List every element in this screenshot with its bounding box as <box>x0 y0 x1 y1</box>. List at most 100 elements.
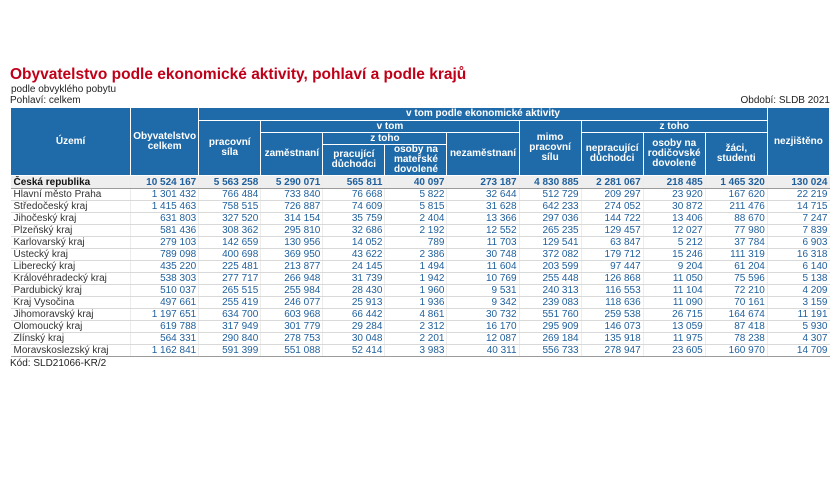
value-cell: 278 947 <box>580 344 644 357</box>
value-cell: 209 297 <box>580 188 644 201</box>
territory-cell: Kraj Vysočina <box>10 296 131 309</box>
gender-label: Pohlaví: celkem <box>10 95 81 106</box>
value-cell: 146 073 <box>580 320 644 333</box>
value-cell: 619 788 <box>130 320 199 333</box>
value-cell: 9 204 <box>642 260 706 273</box>
value-cell: 75 596 <box>704 272 768 285</box>
table-row: Kraj Vysočina 497 661 255 419 246 077 25 913… <box>10 296 830 309</box>
header-population: Obyvatelstvo celkem <box>130 107 200 176</box>
data-table: Území Obyvatelstvo celkem v tom podle ek… <box>9 107 831 357</box>
value-cell: 88 670 <box>704 212 768 225</box>
value-cell: 246 077 <box>260 296 323 309</box>
territory-cell: Karlovarský kraj <box>10 236 131 249</box>
value-cell: 277 717 <box>198 272 261 285</box>
value-cell: 6 903 <box>766 236 830 249</box>
value-cell: 142 659 <box>198 236 261 249</box>
value-cell: 26 715 <box>642 308 706 321</box>
value-cell: 5 930 <box>766 320 830 333</box>
value-cell: 551 760 <box>518 308 582 321</box>
territory-cell: Olomoucký kraj <box>10 320 131 333</box>
value-cell: 273 187 <box>446 175 520 189</box>
value-cell: 16 170 <box>446 320 520 333</box>
value-cell: 259 538 <box>580 308 644 321</box>
table-row: Liberecký kraj 435 220 225 481 213 877 24 14… <box>10 260 830 273</box>
value-cell: 4 830 885 <box>518 175 582 189</box>
value-cell: 581 436 <box>130 224 199 237</box>
value-cell: 7 839 <box>766 224 830 237</box>
value-cell: 77 980 <box>704 224 768 237</box>
value-cell: 97 447 <box>580 260 644 273</box>
value-cell: 218 485 <box>642 175 706 189</box>
value-cell: 213 877 <box>260 260 323 273</box>
value-cell: 129 541 <box>518 236 582 249</box>
value-cell: 290 840 <box>198 332 261 345</box>
value-cell: 5 212 <box>642 236 706 249</box>
report: Obyvatelstvo podle ekonomické aktivity, … <box>9 66 831 370</box>
value-cell: 135 918 <box>580 332 644 345</box>
table-row: Pardubický kraj 510 037 265 515 255 984 28 4… <box>10 284 830 297</box>
value-cell: 295 909 <box>518 320 582 333</box>
value-cell: 70 161 <box>704 296 768 309</box>
value-cell: 30 048 <box>322 332 385 345</box>
value-cell: 2 201 <box>384 332 447 345</box>
value-cell: 11 050 <box>642 272 706 285</box>
value-cell: 239 083 <box>518 296 582 309</box>
territory-cell: Středočeský kraj <box>10 200 131 213</box>
value-cell: 61 204 <box>704 260 768 273</box>
territory-cell: Hlavní město Praha <box>10 188 131 201</box>
table-row: Královéhradecký kraj 538 303 277 717 266 94… <box>10 272 830 285</box>
value-cell: 225 481 <box>198 260 261 273</box>
value-cell: 164 674 <box>704 308 768 321</box>
value-cell: 591 399 <box>198 344 261 357</box>
value-cell: 551 088 <box>260 344 323 357</box>
table-row: Středočeský kraj 1 415 463 758 515 726 887 7… <box>10 200 830 213</box>
value-cell: 317 949 <box>198 320 261 333</box>
header-z-toho-outside: z toho <box>580 120 768 133</box>
territory-cell: Česká republika <box>10 175 131 189</box>
value-cell: 37 784 <box>704 236 768 249</box>
value-cell: 179 712 <box>580 248 644 261</box>
value-cell: 266 948 <box>260 272 323 285</box>
subtitle: podle obvyklého pobytu <box>11 84 117 95</box>
value-cell: 23 920 <box>642 188 706 201</box>
header-outside: mimo pracovní sílu <box>518 120 582 176</box>
value-cell: 9 342 <box>446 296 520 309</box>
value-cell: 400 698 <box>198 248 261 261</box>
value-cell: 30 732 <box>446 308 520 321</box>
table-row: Jihočeský kraj 631 803 327 520 314 154 35 75… <box>10 212 830 225</box>
value-cell: 32 686 <box>322 224 385 237</box>
value-cell: 167 620 <box>704 188 768 201</box>
table-body: Česká republika 10 524 167 5 563 258 5 290 … <box>10 175 830 357</box>
period-label: Období: SLDB 2021 <box>740 95 830 106</box>
value-cell: 255 984 <box>260 284 323 297</box>
value-cell: 565 811 <box>322 175 385 189</box>
value-cell: 25 913 <box>322 296 385 309</box>
value-cell: 1 301 432 <box>130 188 199 201</box>
value-cell: 255 448 <box>518 272 582 285</box>
value-cell: 726 887 <box>260 200 323 213</box>
table-row: Moravskoslezský kraj 1 162 841 591 399 551 … <box>10 344 830 357</box>
value-cell: 16 318 <box>766 248 830 261</box>
value-cell: 1 494 <box>384 260 447 273</box>
value-cell: 1 936 <box>384 296 447 309</box>
header-labor-force: pracovní síla <box>198 120 262 176</box>
value-cell: 3 983 <box>384 344 447 357</box>
value-cell: 766 484 <box>198 188 261 201</box>
value-cell: 66 442 <box>322 308 385 321</box>
value-cell: 240 313 <box>518 284 582 297</box>
header-employed: zaměstnaní <box>260 132 324 176</box>
value-cell: 5 822 <box>384 188 447 201</box>
value-cell: 11 191 <box>766 308 830 321</box>
value-cell: 1 960 <box>384 284 447 297</box>
value-cell: 40 097 <box>384 175 447 189</box>
value-cell: 279 103 <box>130 236 199 249</box>
value-cell: 31 628 <box>446 200 520 213</box>
value-cell: 24 145 <box>322 260 385 273</box>
value-cell: 10 524 167 <box>130 175 199 189</box>
table-row: Ústecký kraj 789 098 400 698 369 950 43 622 2… <box>10 248 830 261</box>
value-cell: 2 386 <box>384 248 447 261</box>
value-cell: 116 553 <box>580 284 644 297</box>
value-cell: 4 209 <box>766 284 830 297</box>
table-row: Plzeňský kraj 581 436 308 362 295 810 32 686… <box>10 224 830 237</box>
value-cell: 269 184 <box>518 332 582 345</box>
